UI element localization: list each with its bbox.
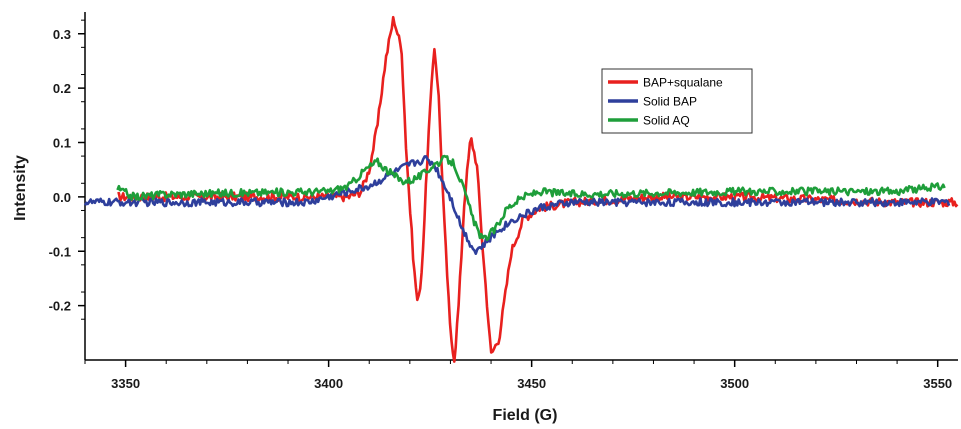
series-line-solid-bap (83, 155, 951, 255)
y-tick-label: -0.2 (49, 299, 71, 314)
y-tick-label: 0.0 (53, 190, 71, 205)
x-axis-title: Field (G) (493, 407, 558, 424)
y-tick-label: 0.2 (53, 81, 71, 96)
series-line-solid-aq (116, 154, 946, 242)
y-axis-title: Intensity (12, 155, 29, 221)
y-tick-label: 0.1 (53, 136, 71, 151)
x-tick-label: 3550 (923, 376, 952, 391)
x-ticks: 3350 3400 3450 3500 3550 (84, 360, 952, 391)
legend: BAP+squalane Solid BAP Solid AQ (601, 68, 753, 134)
legend-label: Solid BAP (643, 95, 697, 109)
y-tick-label: 0.3 (53, 27, 71, 42)
y-tick-label: -0.1 (49, 244, 71, 259)
x-tick-label: 3350 (111, 376, 140, 391)
series-lines (83, 15, 959, 363)
legend-label: BAP+squalane (643, 76, 723, 90)
x-tick-label: 3500 (720, 376, 749, 391)
x-tick-label: 3450 (517, 376, 546, 391)
legend-label: Solid AQ (643, 114, 690, 128)
y-ticks: -0.2 -0.1 0.0 0.1 0.2 0.3 (49, 19, 85, 320)
plot-axes (84, 12, 958, 361)
x-tick-label: 3400 (314, 376, 343, 391)
